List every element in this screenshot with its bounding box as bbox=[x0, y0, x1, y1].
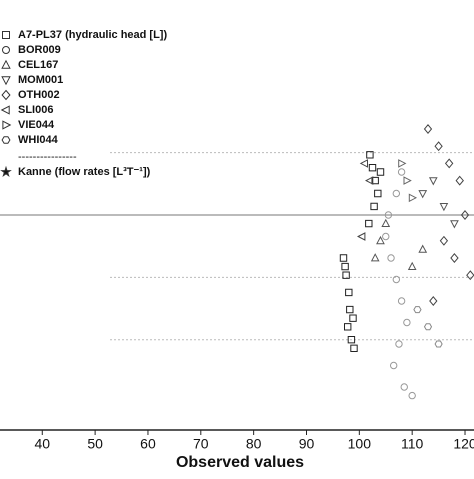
data-point bbox=[400, 383, 408, 391]
data-point bbox=[371, 176, 379, 185]
data-point bbox=[444, 158, 454, 169]
legend-label: VIE044 bbox=[18, 119, 55, 131]
x-tick-label: 50 bbox=[87, 436, 103, 452]
data-point bbox=[374, 189, 382, 198]
legend-symbol bbox=[1, 89, 11, 101]
data-point bbox=[376, 168, 385, 176]
data-point bbox=[466, 270, 474, 281]
data-point bbox=[346, 305, 354, 314]
x-tick-label: 80 bbox=[246, 436, 262, 452]
data-point bbox=[434, 141, 443, 152]
data-point bbox=[408, 193, 418, 203]
legend-label: BOR009 bbox=[18, 44, 61, 56]
data-point bbox=[370, 253, 380, 262]
data-point bbox=[428, 177, 438, 186]
data-point bbox=[439, 235, 449, 246]
data-point bbox=[382, 232, 390, 241]
x-tick-label: 110 bbox=[401, 436, 424, 452]
legend-label: A7-PL37 (hydraulic head [L]) bbox=[18, 29, 167, 41]
data-point bbox=[397, 297, 406, 305]
legend-symbol bbox=[1, 59, 11, 69]
data-point bbox=[434, 340, 443, 348]
data-point bbox=[423, 323, 433, 331]
legend-label: MOM001 bbox=[18, 74, 63, 86]
data-point bbox=[366, 151, 374, 159]
x-tick-label: 120 bbox=[453, 436, 474, 452]
data-point bbox=[370, 202, 378, 211]
legend-symbol bbox=[2, 46, 11, 54]
data-point bbox=[342, 271, 350, 279]
legend-label: OTH002 bbox=[18, 89, 60, 101]
legend-label: SLI006 bbox=[18, 104, 53, 116]
x-tick-label: 100 bbox=[348, 436, 372, 452]
data-point bbox=[450, 220, 459, 229]
legend-separator: ---------------- bbox=[18, 151, 77, 163]
data-point bbox=[408, 391, 416, 400]
legend-symbol bbox=[1, 76, 11, 86]
legend-symbol bbox=[0, 165, 12, 177]
data-point bbox=[357, 232, 366, 241]
data-point bbox=[413, 306, 422, 314]
legend-symbol bbox=[1, 136, 11, 144]
data-point bbox=[381, 218, 391, 227]
data-point bbox=[455, 175, 464, 186]
x-tick-label: 90 bbox=[299, 436, 315, 452]
x-tick-label: 60 bbox=[140, 436, 156, 452]
data-point bbox=[341, 262, 349, 271]
legend-label: Kanne (flow rates [L³T⁻¹]) bbox=[18, 166, 151, 178]
data-point bbox=[347, 336, 356, 344]
data-point bbox=[376, 235, 385, 245]
x-tick-label: 70 bbox=[193, 436, 209, 452]
data-point bbox=[398, 159, 407, 168]
data-point bbox=[365, 176, 374, 185]
data-point bbox=[397, 168, 406, 176]
data-point bbox=[359, 159, 368, 168]
data-point bbox=[344, 323, 352, 331]
data-point bbox=[418, 190, 428, 199]
data-point bbox=[365, 219, 373, 228]
data-point bbox=[418, 244, 428, 253]
legend-symbol bbox=[2, 31, 10, 39]
x-tick-label: 40 bbox=[34, 436, 50, 452]
data-point bbox=[395, 340, 403, 348]
data-point bbox=[368, 164, 377, 172]
data-point bbox=[389, 361, 398, 370]
data-point bbox=[392, 189, 401, 198]
data-point bbox=[350, 344, 358, 352]
legend-label: WHI044 bbox=[18, 134, 59, 146]
legend-label: CEL167 bbox=[18, 59, 58, 71]
x-axis-label: Observed values bbox=[176, 454, 304, 471]
data-point bbox=[439, 203, 449, 212]
data-point bbox=[403, 176, 412, 185]
data-point bbox=[450, 253, 459, 263]
data-point bbox=[339, 254, 348, 262]
legend-symbol bbox=[2, 120, 12, 130]
data-point bbox=[403, 318, 411, 327]
data-point bbox=[349, 314, 357, 322]
data-point bbox=[429, 296, 438, 306]
data-point bbox=[345, 288, 353, 297]
data-point bbox=[384, 211, 393, 219]
legend-symbol bbox=[0, 105, 10, 115]
data-point bbox=[392, 275, 401, 284]
data-point bbox=[407, 261, 417, 270]
data-point bbox=[387, 254, 395, 262]
data-point bbox=[460, 210, 470, 220]
data-point bbox=[423, 124, 433, 134]
